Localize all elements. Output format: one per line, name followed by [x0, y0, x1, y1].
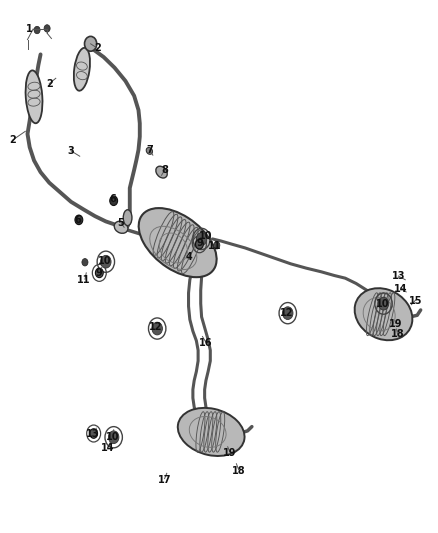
Text: 14: 14: [394, 284, 408, 294]
Circle shape: [196, 232, 207, 245]
Text: 2: 2: [94, 43, 100, 53]
Text: 13: 13: [392, 271, 405, 281]
Circle shape: [152, 322, 162, 335]
Text: 12: 12: [149, 322, 162, 333]
Text: 5: 5: [118, 218, 124, 228]
Ellipse shape: [25, 70, 42, 123]
Text: 2: 2: [9, 135, 16, 146]
Circle shape: [82, 259, 88, 266]
Text: 10: 10: [106, 432, 119, 442]
Text: 1: 1: [26, 24, 33, 34]
Text: 9: 9: [96, 268, 102, 278]
Text: 10: 10: [199, 231, 213, 241]
Circle shape: [195, 239, 203, 249]
Text: 2: 2: [46, 78, 53, 88]
Ellipse shape: [178, 408, 244, 456]
Ellipse shape: [114, 221, 128, 233]
Circle shape: [101, 255, 111, 268]
Circle shape: [283, 307, 293, 319]
Circle shape: [34, 26, 40, 34]
Ellipse shape: [123, 210, 132, 225]
Circle shape: [214, 241, 220, 249]
Ellipse shape: [139, 208, 217, 277]
Text: 11: 11: [208, 241, 221, 252]
Text: 9: 9: [196, 238, 203, 248]
Ellipse shape: [355, 288, 413, 340]
Text: 6: 6: [74, 215, 81, 225]
Ellipse shape: [110, 196, 117, 206]
Text: 8: 8: [161, 165, 168, 175]
Circle shape: [378, 297, 389, 310]
Text: 11: 11: [78, 275, 91, 285]
Text: 10: 10: [375, 298, 389, 309]
Ellipse shape: [156, 166, 167, 178]
Text: 6: 6: [109, 193, 116, 204]
Circle shape: [90, 429, 98, 438]
Text: 19: 19: [223, 448, 237, 458]
Text: 18: 18: [232, 466, 245, 475]
Text: 14: 14: [101, 443, 115, 453]
Text: 12: 12: [280, 308, 293, 318]
Text: 18: 18: [391, 329, 404, 340]
Ellipse shape: [75, 215, 83, 224]
Text: 15: 15: [409, 296, 423, 306]
Circle shape: [109, 431, 119, 443]
Text: 19: 19: [389, 319, 402, 329]
Circle shape: [95, 268, 103, 278]
Text: 3: 3: [67, 146, 74, 156]
Circle shape: [44, 25, 50, 32]
Text: 13: 13: [86, 429, 99, 439]
Text: 10: 10: [98, 256, 112, 266]
Text: 7: 7: [146, 145, 153, 155]
Ellipse shape: [74, 48, 90, 91]
Text: 17: 17: [158, 475, 171, 484]
Text: 4: 4: [185, 252, 192, 262]
Ellipse shape: [146, 148, 152, 155]
Text: 16: 16: [199, 338, 213, 349]
Ellipse shape: [85, 36, 97, 51]
